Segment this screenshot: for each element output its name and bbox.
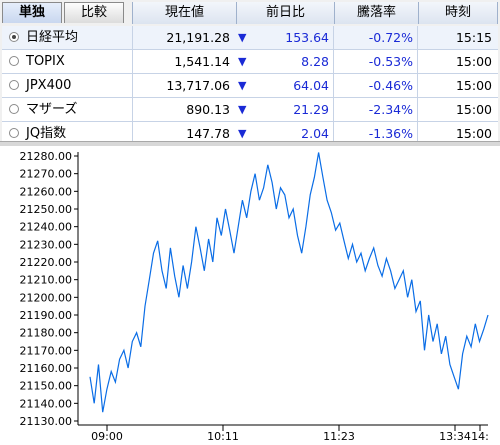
radio-button[interactable] (9, 32, 19, 42)
column-header-change[interactable]: 前日比 (236, 2, 334, 24)
y-tick-label: 21130.00 (20, 415, 73, 428)
y-tick-label: 21230.00 (20, 238, 73, 251)
x-tick-label: 13:34 (439, 430, 471, 443)
down-arrow-icon: ▼ (238, 31, 247, 44)
price-value: 1,541.14 (132, 50, 234, 73)
x-tick-label: 09:00 (91, 430, 123, 443)
x-tick-label: 14: (471, 430, 489, 443)
change-value: 21.29 (254, 98, 334, 121)
index-name: マザーズ (26, 102, 78, 117)
pane-splitter[interactable] (0, 141, 500, 146)
column-header-price[interactable]: 現在値 (132, 2, 236, 24)
down-arrow-icon: ▼ (238, 127, 247, 140)
pct-value: -0.72% (336, 26, 418, 49)
y-tick-label: 21220.00 (20, 256, 73, 269)
y-tick-label: 21160.00 (20, 362, 73, 375)
price-series-line (89, 152, 489, 413)
price-value: 21,191.28 (132, 26, 234, 49)
price-value: 890.13 (132, 98, 234, 121)
change-value: 2.04 (254, 122, 334, 145)
y-tick-label: 21240.00 (20, 221, 73, 234)
time-value: 15:00 (455, 126, 492, 141)
price-value: 13,717.06 (132, 74, 234, 97)
table-row[interactable]: TOPIX 1,541.14 ▼ 8.28 -0.53% 15:00 (2, 50, 498, 74)
table-row[interactable]: 日経平均 21,191.28 ▼ 153.64 -0.72% 15:15 (2, 26, 498, 50)
y-tick-label: 21200.00 (20, 291, 73, 304)
x-tick-label: 10:11 (207, 430, 239, 443)
time-value: 15:00 (455, 102, 492, 117)
chart-svg: 21280.00 21270.00 21260.00 21250.00 21240.00… (0, 146, 500, 445)
time-value: 15:00 (455, 78, 492, 93)
change-value: 8.28 (254, 50, 334, 73)
index-table: 日経平均 21,191.28 ▼ 153.64 -0.72% 15:15 TOP… (2, 26, 498, 146)
index-name: TOPIX (26, 54, 65, 69)
intraday-chart: 21280.00 21270.00 21260.00 21250.00 21240.00… (0, 146, 500, 445)
index-name: 日経平均 (26, 30, 79, 45)
table-header: 単独 比較 現在値 前日比 騰落率 時刻 (0, 0, 500, 26)
column-header-time[interactable]: 時刻 (418, 2, 498, 24)
down-arrow-icon: ▼ (238, 79, 247, 92)
table-row[interactable]: JPX400 13,717.06 ▼ 64.04 -0.46% 15:00 (2, 74, 498, 98)
y-tick-label: 21260.00 (20, 185, 73, 198)
change-value: 64.04 (254, 74, 334, 97)
y-tick-label: 21270.00 (20, 168, 73, 181)
down-arrow-icon: ▼ (238, 55, 247, 68)
time-value: 15:15 (455, 30, 492, 45)
y-tick-label: 21190.00 (20, 309, 73, 322)
y-tick-label: 21250.00 (20, 203, 73, 216)
view-tabs: 単独 比較 (2, 2, 126, 24)
index-name: JPX400 (26, 78, 72, 93)
y-tick-label: 21150.00 (20, 380, 73, 393)
tab-compare[interactable]: 比較 (64, 2, 124, 23)
pct-value: -1.36% (336, 122, 418, 145)
y-tick-label: 21210.00 (20, 274, 73, 287)
radio-button[interactable] (9, 104, 19, 114)
radio-button[interactable] (9, 56, 19, 66)
y-tick-label: 21170.00 (20, 344, 73, 357)
y-tick-label: 21140.00 (20, 397, 73, 410)
radio-button[interactable] (9, 80, 19, 90)
y-tick-label: 21180.00 (20, 327, 73, 340)
pct-value: -0.46% (336, 74, 418, 97)
change-value: 153.64 (254, 26, 334, 49)
pct-value: -0.53% (336, 50, 418, 73)
table-row[interactable]: マザーズ 890.13 ▼ 21.29 -2.34% 15:00 (2, 98, 498, 122)
down-arrow-icon: ▼ (238, 103, 247, 116)
radio-button[interactable] (9, 128, 19, 138)
pct-value: -2.34% (336, 98, 418, 121)
x-tick-label: 11:23 (323, 430, 355, 443)
y-tick-label: 21280.00 (20, 150, 73, 163)
tab-single[interactable]: 単独 (2, 2, 62, 23)
time-value: 15:00 (455, 54, 492, 69)
index-name: JQ指数 (26, 126, 67, 141)
column-header-pct[interactable]: 騰落率 (334, 2, 418, 24)
price-value: 147.78 (132, 122, 234, 145)
